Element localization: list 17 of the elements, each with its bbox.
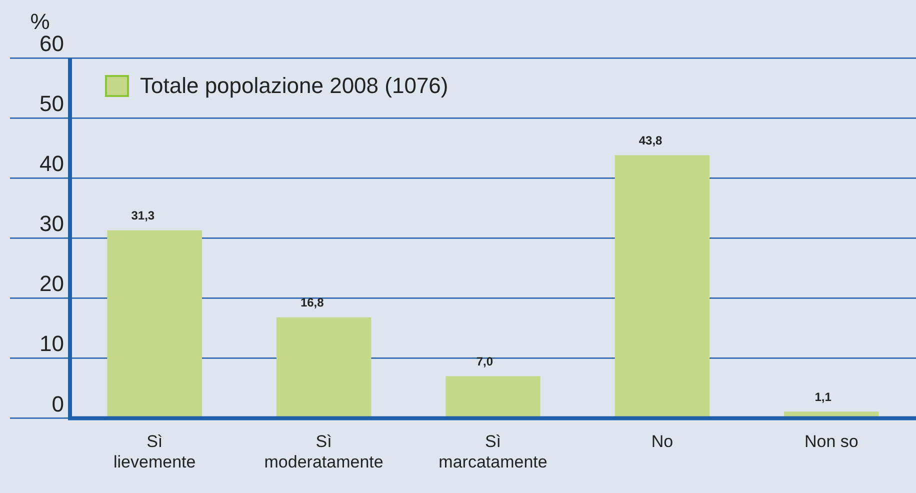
text: 16,8 bbox=[300, 296, 324, 310]
y-tick-label: 10 bbox=[40, 331, 64, 356]
text: 43,8 bbox=[638, 134, 662, 148]
y-tick-label: 40 bbox=[40, 151, 64, 176]
text: 31,3 bbox=[131, 208, 155, 223]
y-tick-label: 0 bbox=[52, 391, 64, 416]
y-tick-label: 30 bbox=[40, 211, 64, 236]
x-tick-label: Sì marcatamente bbox=[438, 432, 548, 472]
y-tick-label: 20 bbox=[40, 271, 64, 296]
y-tick-label: 50 bbox=[40, 91, 64, 116]
text: 7,0 bbox=[476, 354, 493, 368]
x-tick-label: Sì moderatamente bbox=[264, 432, 384, 472]
text: 1,1 bbox=[814, 390, 832, 404]
x-tick-label: Sì lievemente bbox=[113, 432, 196, 472]
x-tick-label: No bbox=[651, 432, 674, 452]
legend-label: Totale popolazione 2008 (1076) bbox=[140, 73, 448, 98]
x-tick-label: Non so bbox=[804, 432, 858, 452]
